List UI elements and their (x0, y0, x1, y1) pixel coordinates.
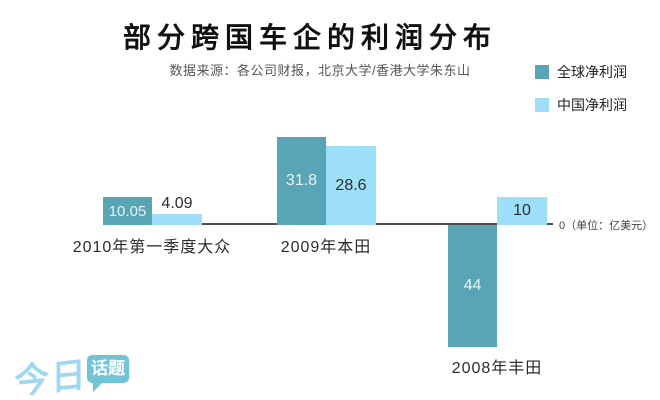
bar-value-label: 10.05 (108, 202, 147, 220)
bar-value-label: 31.8 (285, 172, 318, 189)
bar-global-0: 10.05 (103, 197, 152, 225)
legend: 全球净利润 中国净利润 (535, 62, 627, 128)
legend-item-china: 中国净利润 (535, 95, 627, 115)
legend-label-global: 全球净利润 (557, 64, 627, 80)
bar-global-2: 44 (448, 225, 497, 347)
bar-global-1: 31.8 (277, 137, 326, 225)
chart-title: 部分跨国车企的利润分布 (122, 22, 497, 53)
bar-value-label: 28.6 (335, 176, 367, 194)
bar-china-2: 10 (497, 197, 547, 225)
logo-speech-bubble: 话题 (87, 355, 129, 383)
category-label-0: 2010年第一季度大众 (72, 239, 232, 256)
china-profit-swatch-icon (535, 98, 549, 112)
bar-china-0 (152, 214, 202, 225)
bar-value-label: 4.09 (161, 195, 193, 212)
legend-item-global: 全球净利润 (535, 62, 627, 82)
axis-unit-label: 0（单位：亿美元） (559, 220, 654, 232)
bar-china-1: 28.6 (326, 146, 376, 225)
category-label-1: 2009年本田 (280, 239, 372, 256)
legend-label-china: 中国净利润 (557, 97, 627, 113)
today-topic-logo: 今日 话题 (14, 346, 144, 400)
category-label-2: 2008年丰田 (451, 360, 543, 377)
bar-value-label: 44 (463, 277, 482, 294)
logo-speech-bubble-tail-icon (93, 382, 103, 392)
global-profit-swatch-icon (535, 65, 549, 79)
data-source-note: 数据来源：各公司财报，北京大学/香港大学朱东山 (169, 63, 471, 78)
logo-script-text: 今日 (14, 355, 88, 400)
bar-value-label: 10 (513, 202, 531, 219)
